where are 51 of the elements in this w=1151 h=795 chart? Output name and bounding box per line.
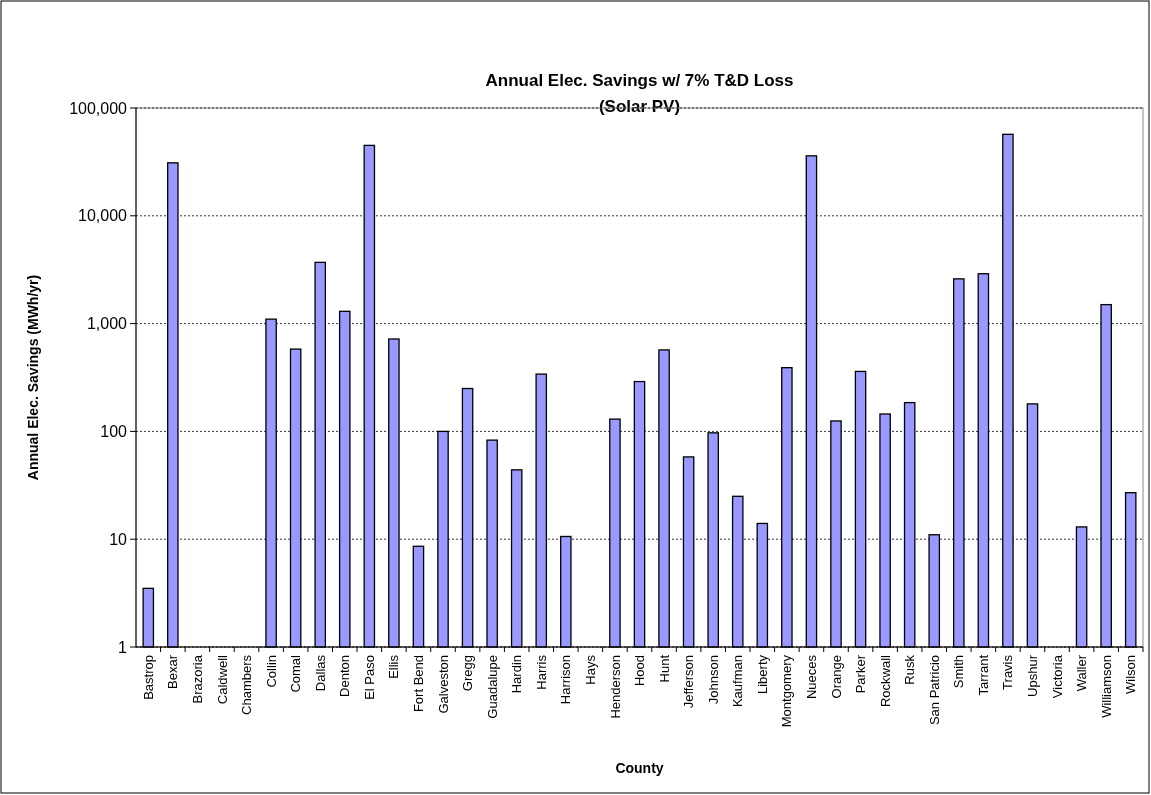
x-tick-label: Rockwall	[877, 654, 893, 708]
y-tick-label: 1	[118, 638, 128, 656]
x-tick-label: Hunt	[656, 654, 672, 683]
y-tick-label: 1,000	[86, 315, 128, 333]
y-axis-title: Annual Elec. Savings (MWh/yr)	[25, 274, 41, 481]
x-tick-label: Bastrop	[140, 655, 156, 700]
x-tick-label: Parker	[853, 654, 869, 694]
x-tick-label: Chambers	[239, 654, 255, 715]
x-axis-title: County	[615, 760, 664, 776]
x-tick-label: Galveston	[435, 655, 451, 714]
x-tick-label: San Patricio	[926, 655, 942, 726]
y-tick-label: 100,000	[69, 99, 128, 117]
x-tick-label: Comal	[288, 654, 304, 693]
x-tick-label: Liberty	[754, 654, 770, 695]
x-tick-label: Hardin	[509, 655, 525, 694]
x-tick-label: Hays	[582, 654, 598, 685]
x-tick-label: Guadalupe	[484, 655, 500, 719]
x-tick-label: Denton	[337, 655, 353, 697]
x-tick-label: Orange	[828, 655, 844, 699]
x-tick-label: Tarrant	[975, 654, 991, 696]
x-tick-label: El Paso	[361, 655, 377, 700]
x-tick-label: Harris	[533, 654, 549, 690]
y-tick-label: 10,000	[78, 207, 128, 225]
x-tick-label: Kaufman	[730, 655, 746, 708]
x-tick-label: Smith	[951, 655, 967, 689]
x-tick-label: Montgomery	[779, 654, 795, 728]
x-tick-label: Williamson	[1098, 655, 1114, 718]
x-tick-label: Nueces	[803, 654, 819, 700]
x-tick-label: Johnson	[705, 655, 721, 705]
x-tick-label: Waller	[1074, 654, 1090, 692]
x-tick-label: Upshur	[1025, 654, 1041, 697]
x-tick-label: Caldwell	[214, 654, 230, 705]
x-tick-label: Travis	[1000, 654, 1016, 690]
x-tick-label: Victoria	[1049, 654, 1065, 699]
y-tick-label: 100	[100, 423, 128, 440]
x-tick-label: Rusk	[902, 654, 918, 685]
x-tick-label: Wilson	[1123, 655, 1139, 695]
x-tick-label: Dallas	[312, 654, 328, 692]
x-tick-label: Ellis	[386, 654, 402, 679]
x-tick-label: Bexar	[165, 654, 181, 689]
chart-subtitle: (Solar PV)	[598, 97, 681, 116]
chart-title: Annual Elec. Savings w/ 7% T&D Loss	[485, 71, 794, 90]
x-tick-label: Brazoria	[189, 654, 205, 704]
x-tick-label: Fort Bend	[411, 655, 426, 713]
x-tick-label: Hood	[632, 655, 648, 687]
x-tick-label: Collin	[263, 655, 279, 688]
x-tick-label: Gregg	[460, 655, 476, 692]
x-tick-label: Harrison	[558, 655, 574, 705]
x-tick-label: Henderson	[607, 655, 623, 719]
y-tick-label: 10	[109, 530, 128, 548]
x-tick-label: Jefferson	[681, 655, 697, 709]
